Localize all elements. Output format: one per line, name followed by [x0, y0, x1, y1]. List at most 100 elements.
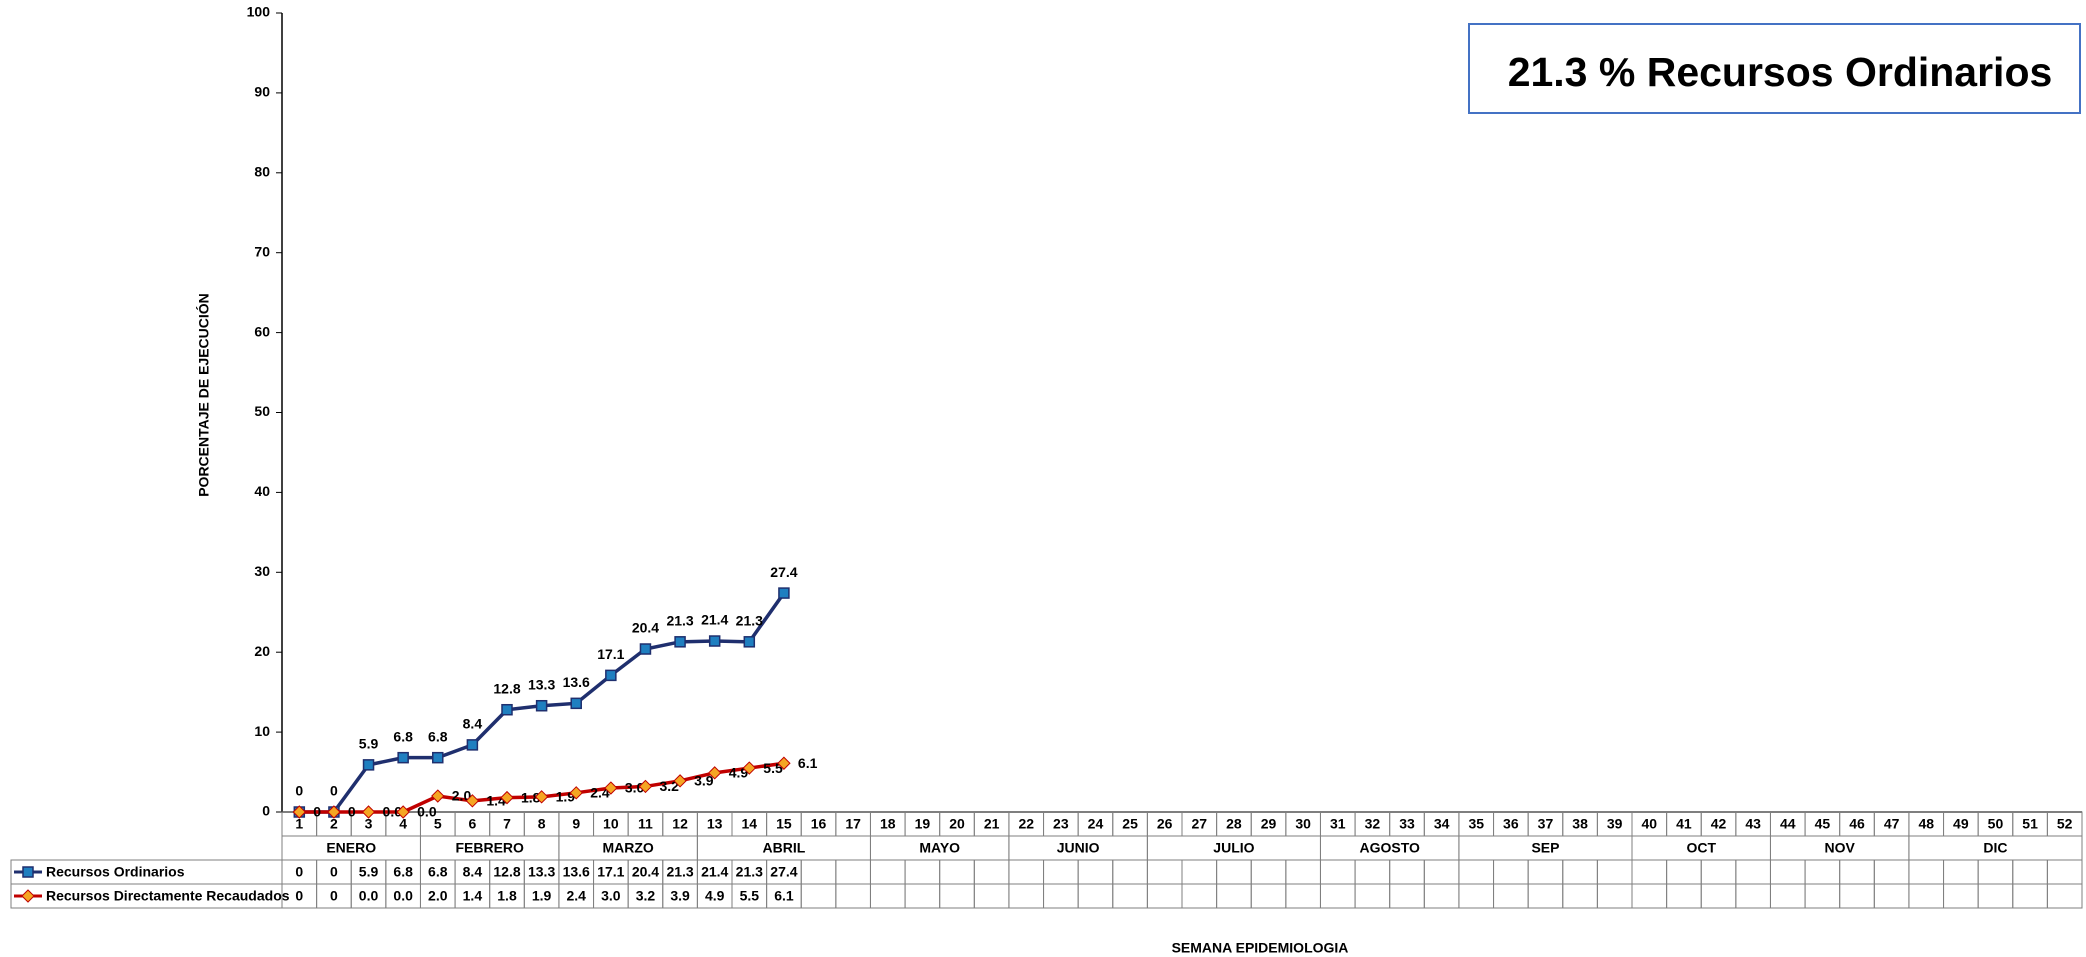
table-cell	[2046, 883, 2083, 909]
table-cell	[1008, 859, 1045, 885]
table-value: 2.4	[566, 888, 586, 904]
month-label: MARZO	[602, 840, 653, 856]
table-cell	[1216, 859, 1252, 885]
point	[742, 761, 757, 775]
x-tick-label: 29	[1261, 816, 1277, 832]
point	[431, 789, 445, 803]
table-cell	[1943, 883, 1979, 909]
table-cell	[835, 859, 871, 885]
x-tick-label: 23	[1053, 816, 1069, 832]
point	[501, 703, 513, 716]
x-tick-label: 45	[1815, 816, 1831, 832]
table-cell	[1596, 859, 1633, 885]
x-tick-label: 12	[672, 816, 688, 832]
table-value: 3.9	[670, 888, 690, 904]
data-label: 3.2	[659, 778, 679, 794]
table-value: 1.9	[532, 888, 552, 904]
table-cell	[1077, 859, 1114, 885]
data-label: 12.8	[493, 680, 520, 696]
table-value: 1.4	[463, 888, 483, 904]
table-value: 13.3	[528, 864, 555, 880]
table-cell	[1804, 859, 1841, 885]
y-tick-label: 50	[254, 403, 270, 419]
table-cell	[973, 883, 1010, 909]
table-cell	[835, 883, 871, 909]
table-cell	[2046, 859, 2083, 885]
table-value: 3.0	[601, 888, 621, 904]
x-tick-label: 4	[399, 816, 407, 832]
table-cell	[1873, 859, 1910, 885]
month-label: MAYO	[919, 840, 960, 856]
x-tick-label: 43	[1745, 816, 1761, 832]
table-cell	[1181, 883, 1218, 909]
data-label: 1.8	[521, 789, 541, 805]
table-cell	[800, 883, 837, 909]
data-label: 17.1	[597, 646, 624, 662]
data-label: 13.6	[563, 674, 590, 690]
table-cell	[1908, 883, 1945, 909]
table-cell	[1493, 883, 1529, 909]
x-tick-label: 26	[1157, 816, 1173, 832]
x-tick-label: 33	[1399, 816, 1415, 832]
table-cell	[1285, 859, 1321, 885]
x-tick-label: 3	[365, 816, 373, 832]
table-value: 0	[295, 888, 303, 904]
point	[605, 669, 617, 682]
x-tick-label: 18	[880, 816, 896, 832]
table-cell	[1769, 859, 1806, 885]
point	[362, 759, 375, 771]
table-cell	[1319, 859, 1356, 885]
month-label: JUNIO	[1057, 840, 1100, 856]
data-label: 13.3	[528, 676, 555, 692]
point	[569, 786, 583, 800]
point	[292, 805, 307, 819]
table-value: 0	[330, 888, 338, 904]
point	[466, 739, 479, 751]
x-tick-label: 8	[538, 816, 546, 832]
table-cell	[800, 859, 837, 885]
x-tick-label: 22	[1018, 816, 1034, 832]
data-label: 6.8	[393, 728, 413, 744]
x-tick-label: 5	[434, 816, 442, 832]
x-tick-label: 2	[330, 816, 338, 832]
table-cell	[1493, 859, 1529, 885]
x-tick-label: 1	[295, 816, 303, 832]
point	[327, 805, 341, 819]
table-cell	[1146, 883, 1183, 909]
legend-label: Recursos Ordinarios	[46, 864, 185, 880]
table-cell	[1077, 883, 1114, 909]
x-tick-label: 28	[1226, 816, 1242, 832]
table-value: 5.5	[740, 888, 760, 904]
x-tick-label: 15	[776, 816, 792, 832]
table-value: 2.0	[428, 888, 448, 904]
month-label: ENERO	[326, 840, 376, 856]
table-value: 3.2	[636, 888, 656, 904]
point	[465, 794, 480, 808]
data-label: 0.0	[383, 804, 403, 820]
table-value: 6.8	[393, 864, 413, 880]
table-cell	[1250, 883, 1287, 909]
table-value: 0.0	[359, 888, 379, 904]
table-cell	[1631, 859, 1668, 885]
data-label: 2.0	[452, 788, 472, 804]
table-cell	[973, 859, 1010, 885]
point	[638, 779, 653, 794]
table-cell	[1423, 883, 1460, 909]
month-label: ABRIL	[763, 840, 806, 856]
data-label: 0	[295, 783, 303, 799]
data-label: 21.4	[701, 612, 728, 628]
y-tick-label: 60	[254, 323, 270, 339]
x-tick-label: 46	[1849, 816, 1865, 832]
y-tick-label: 0	[262, 803, 270, 819]
x-tick-label: 20	[949, 816, 965, 832]
month-label: DIC	[1983, 840, 2007, 856]
x-tick-label: 6	[468, 816, 476, 832]
table-cell	[1735, 859, 1771, 885]
month-label: FEBRERO	[455, 840, 524, 856]
x-tick-label: 38	[1572, 816, 1588, 832]
x-tick-label: 39	[1607, 816, 1623, 832]
table-cell	[1839, 883, 1875, 909]
point	[534, 790, 549, 804]
table-cell	[1596, 883, 1633, 909]
